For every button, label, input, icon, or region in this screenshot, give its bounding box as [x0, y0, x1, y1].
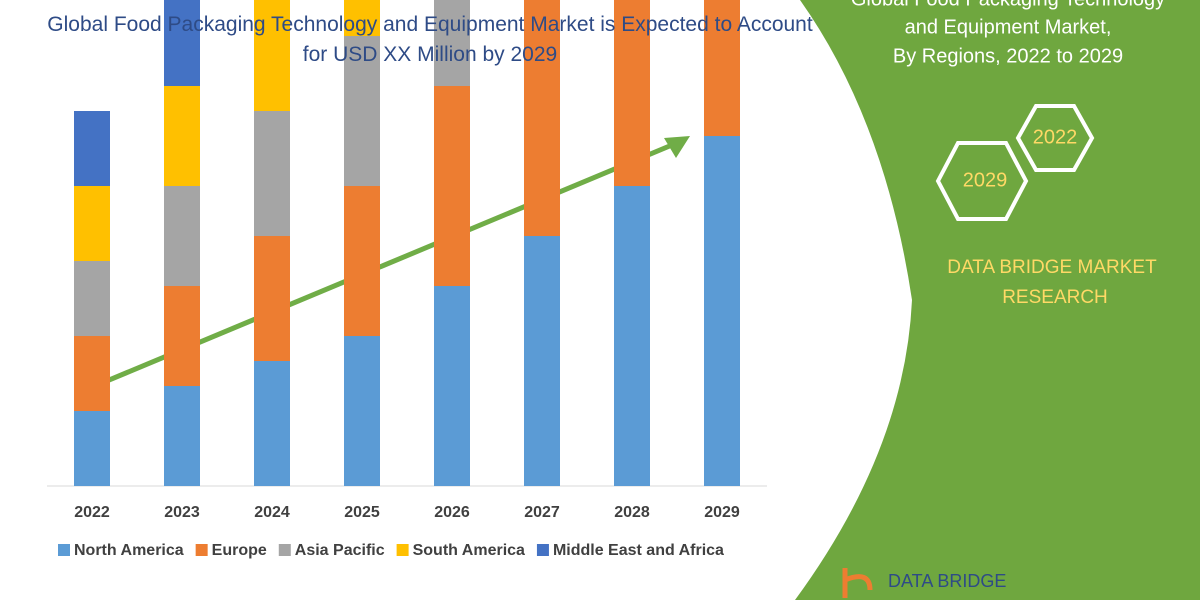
bar-segment — [614, 0, 650, 186]
bar-segment — [254, 111, 290, 236]
x-tick-label: 2022 — [74, 504, 110, 521]
bar-segment — [344, 0, 380, 36]
bar-segment — [254, 0, 290, 111]
x-tick-label: 2028 — [614, 504, 650, 521]
bar-segment — [614, 186, 650, 486]
trend-arrow-head — [664, 136, 690, 158]
bar-segment — [344, 336, 380, 486]
brand-text: RESEARCH — [1002, 287, 1108, 308]
x-tick-label: 2023 — [164, 504, 200, 521]
legend-label: Asia Pacific — [295, 542, 385, 559]
legend-swatch — [195, 544, 208, 556]
bar-segment — [74, 411, 110, 486]
brand-text: DATA BRIDGE MARKET — [947, 257, 1157, 278]
bar-segment — [164, 86, 200, 186]
x-tick-label: 2025 — [344, 504, 380, 521]
legend-swatch — [536, 544, 549, 556]
bar-segment — [164, 286, 200, 386]
x-tick-label: 2029 — [704, 504, 740, 521]
side-panel: Global Food Packaging Technology and Equ… — [842, 0, 1165, 598]
hexagon — [935, 141, 1029, 221]
side-title: Global Food Packaging Technology — [851, 0, 1165, 10]
legend-swatch — [396, 544, 409, 556]
bar-segment — [704, 136, 740, 486]
hexagon-label: 2029 — [963, 169, 1008, 191]
hexagon — [1015, 104, 1095, 172]
bar-segment — [434, 286, 470, 486]
logo-text: DATA BRIDGE — [888, 571, 1006, 591]
legend-label: Middle East and Africa — [553, 542, 724, 559]
bar-segment — [164, 0, 200, 86]
legend-swatch — [278, 544, 291, 556]
bar-segment — [434, 86, 470, 286]
bar-segment — [74, 111, 110, 186]
hexagon-label: 2022 — [1033, 126, 1078, 148]
bar-segment — [434, 0, 470, 86]
bar-segment — [704, 0, 740, 136]
bar-segment — [74, 186, 110, 261]
legend-swatch — [58, 544, 70, 556]
legend-label: North America — [74, 542, 184, 559]
bar-segment — [164, 186, 200, 286]
bar-segment — [344, 186, 380, 336]
bar-segment — [74, 261, 110, 336]
bar-segment — [254, 236, 290, 361]
bar-segment — [74, 336, 110, 411]
side-title: By Regions, 2022 to 2029 — [893, 45, 1123, 67]
bar-segment — [524, 236, 560, 486]
x-tick-label: 2024 — [254, 504, 290, 521]
x-tick-label: 2027 — [524, 504, 560, 521]
side-panel-bg — [795, 0, 1200, 600]
x-tick-label: 2026 — [434, 504, 470, 521]
bar-segment — [254, 361, 290, 486]
bar-segment — [524, 0, 560, 236]
legend-label: Europe — [212, 542, 267, 559]
bar-segment — [344, 36, 380, 186]
bar-segment — [164, 386, 200, 486]
legend-label: South America — [413, 542, 525, 559]
side-title: and Equipment Market, — [905, 16, 1112, 38]
logo-icon — [842, 568, 873, 598]
chart-title: Global Food Packaging Technology and Equ… — [47, 13, 813, 66]
